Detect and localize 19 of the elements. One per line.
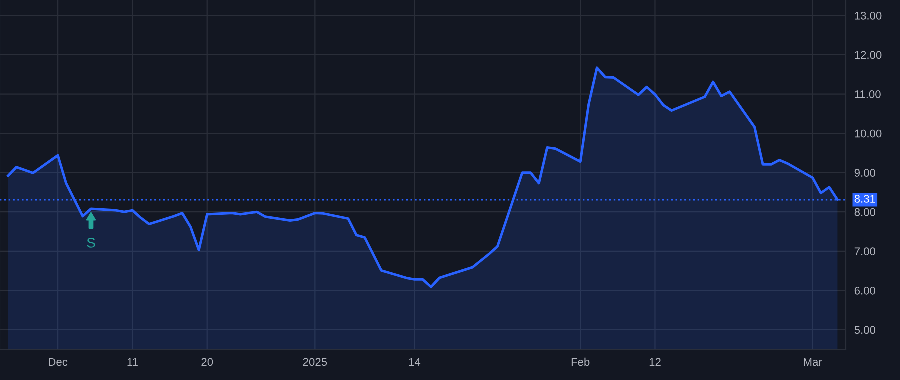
y-tick-label: 12.00	[855, 51, 882, 60]
y-tick-label: 10.00	[855, 130, 882, 138]
y-tick-label: 8.00	[854, 208, 876, 216]
annotation: S	[87, 238, 96, 248]
y-tick-label: 5.00	[854, 326, 876, 334]
x-tick-label: Dec	[49, 358, 68, 366]
y-tick-label: 9.00	[854, 169, 876, 177]
y-tick-label: 7.00	[854, 248, 876, 256]
y-tick-label: 11.00	[855, 90, 881, 98]
x-tick-label: 12	[650, 358, 661, 366]
x-tick-label: 14	[409, 358, 421, 366]
x-tick-label: 11	[128, 358, 138, 366]
x-tick-label: 20	[202, 358, 214, 366]
y-tick-label: 13.00	[855, 12, 882, 20]
x-tick-label: Mar	[804, 358, 822, 366]
x-tick-label: Feb	[572, 358, 590, 366]
ref-line-label: 8.31	[854, 195, 876, 203]
y-tick-label: 6.00	[854, 286, 876, 295]
x-tick-label: 2025	[303, 358, 328, 366]
